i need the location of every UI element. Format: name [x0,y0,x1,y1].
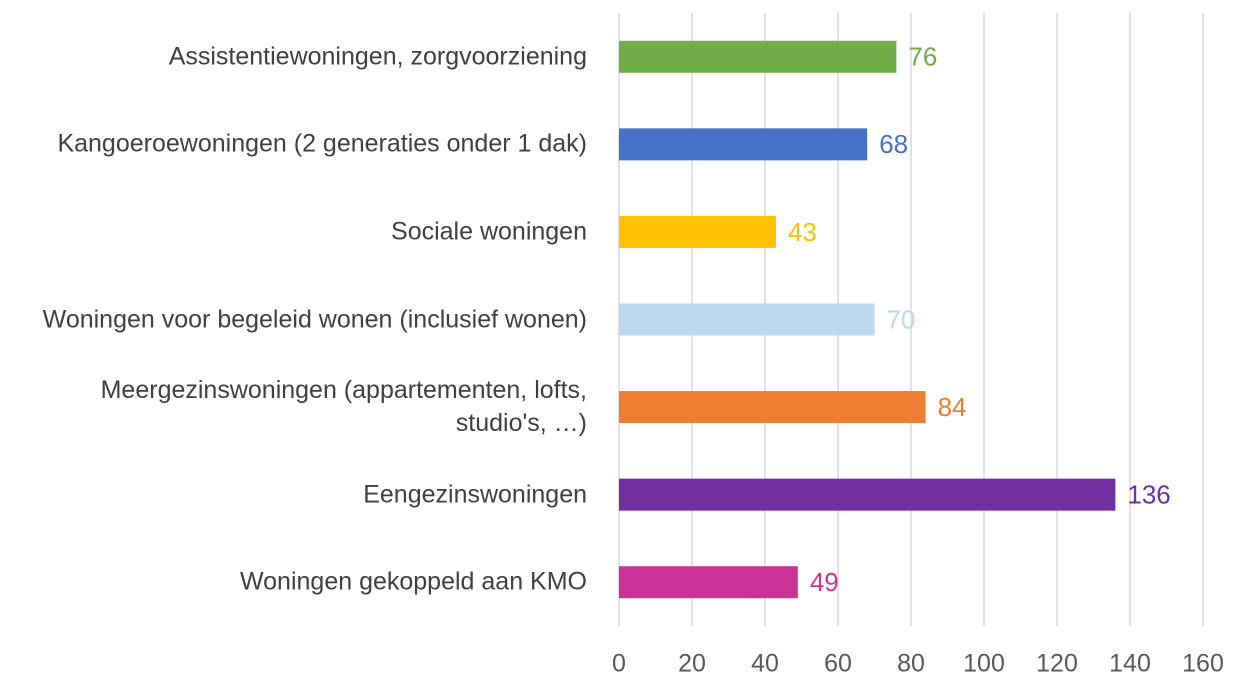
category-label: Assistentiewoningen, zorgvoorziening [168,42,587,71]
category-label: Woningen voor begeleid wonen (inclusief … [42,305,587,333]
value-label: 84 [938,392,967,422]
value-label: 43 [788,217,817,247]
x-tick-label: 140 [1109,650,1151,678]
x-tick-label: 20 [678,650,706,678]
bar [619,303,875,336]
category-label: Meergezinswoningen (appartementen, lofts… [100,376,587,438]
x-tick-label: 60 [824,650,852,678]
value-label: 68 [879,129,908,159]
x-tick-label: 100 [963,650,1005,678]
category-label: Woningen gekoppeld aan KMO [240,567,587,596]
x-tick-label: 80 [897,650,925,678]
value-label: 136 [1127,480,1170,510]
bar [619,566,798,599]
value-label: 70 [887,304,916,334]
bar [619,40,897,73]
bar [619,128,868,161]
x-tick-label: 160 [1182,650,1224,678]
x-tick-label: 120 [1036,650,1078,678]
category-label: Eengezinswoningen [363,480,587,509]
bar [619,215,776,248]
bar [619,391,926,424]
x-tick-label: 40 [751,650,779,678]
x-tick-label: 0 [612,650,626,678]
category-label: Kangoeroewoningen (2 generaties onder 1 … [57,129,587,158]
value-label: 49 [810,567,839,597]
category-label: Sociale woningen [391,217,587,246]
value-label: 76 [908,42,937,72]
bar [619,478,1116,511]
